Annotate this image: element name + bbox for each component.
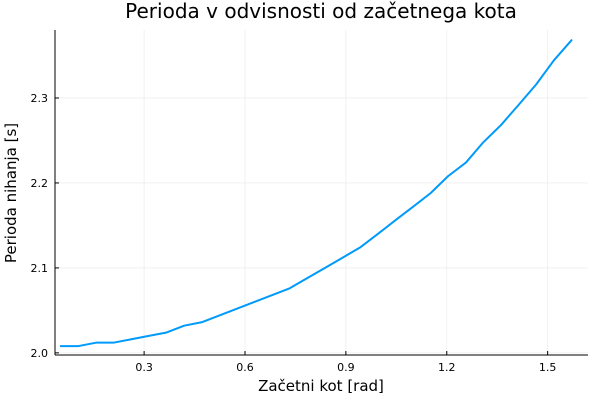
x-tick-label: 1.2 xyxy=(438,361,456,374)
axes xyxy=(54,30,588,356)
series-line xyxy=(59,39,573,348)
x-axis-label: Začetni kot [rad] xyxy=(258,377,384,395)
chart-title: Perioda v odvisnosti od začetnega kota xyxy=(125,0,517,23)
y-axis-label: Perioda nihanja [s] xyxy=(2,123,20,263)
y-tick-label: 2.1 xyxy=(31,262,49,275)
x-tick-label: 0.3 xyxy=(135,361,153,374)
series-layer xyxy=(59,39,573,348)
grid xyxy=(55,30,588,355)
y-tick-label: 2.0 xyxy=(31,347,49,360)
x-tick-label: 0.6 xyxy=(236,361,254,374)
x-tick-label: 1.5 xyxy=(539,361,557,374)
tick-labels: 0.3 0.6 0.9 1.2 1.5 2.0 2.1 2.2 2.3 xyxy=(31,92,557,374)
y-tick-label: 2.3 xyxy=(31,92,49,105)
y-tick-label: 2.2 xyxy=(31,177,49,190)
x-tick-label: 0.9 xyxy=(337,361,355,374)
